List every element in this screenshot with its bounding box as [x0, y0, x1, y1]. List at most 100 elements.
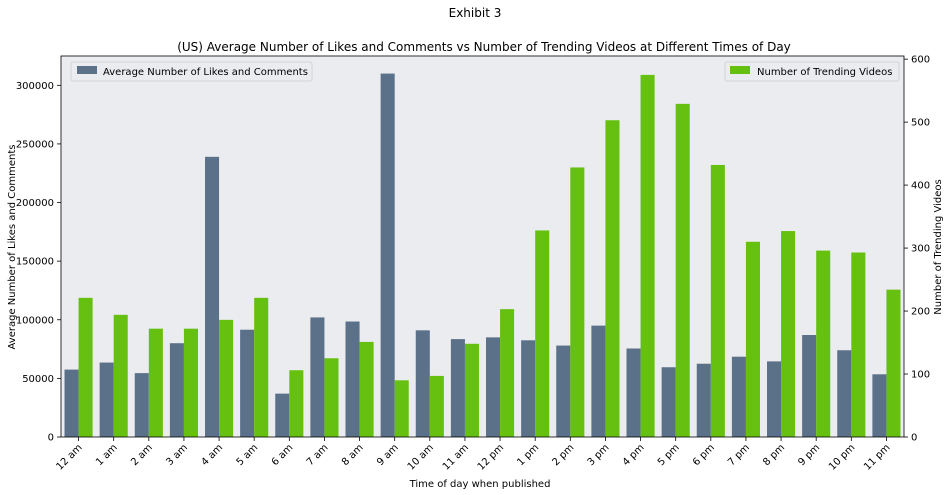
x-tick-label: 12 am: [54, 442, 84, 472]
bar-trending-videos: [851, 252, 866, 437]
x-tick-label: 7 am: [305, 442, 331, 468]
chart-suptitle: Exhibit 3: [449, 6, 502, 20]
x-tick-label: 4 am: [199, 442, 225, 468]
bar-trending-videos: [535, 230, 550, 437]
bar-likes-comments: [626, 348, 641, 437]
bar-trending-videos: [745, 241, 760, 437]
left-y-tick-label: 200000: [16, 198, 54, 209]
x-axis-label: Time of day when published: [409, 479, 551, 490]
right-y-axis-label: Number of Trending Videos: [933, 179, 944, 314]
bar-likes-comments: [661, 367, 676, 437]
bar-trending-videos: [781, 231, 796, 437]
bar-trending-videos: [464, 343, 479, 437]
x-tick-label: 4 pm: [621, 442, 647, 468]
bar-likes-comments: [872, 374, 887, 437]
bar-likes-comments: [837, 350, 852, 437]
bar-likes-comments: [486, 337, 501, 437]
plot-frame: [60, 55, 905, 438]
legend-left: Average Number of Likes and Comments: [70, 61, 313, 82]
x-tick-label: 8 am: [340, 442, 366, 468]
right-y-tick-label: 200: [911, 307, 930, 318]
bar-likes-comments: [99, 362, 114, 437]
bar-likes-comments: [802, 335, 817, 437]
left-y-tick-label: 250000: [16, 139, 54, 150]
left-y-tick-label: 100000: [16, 315, 54, 326]
bar-likes-comments: [591, 325, 606, 437]
right-y-tick-label: 400: [911, 181, 930, 192]
bar-trending-videos: [500, 309, 515, 437]
bar-likes-comments: [134, 373, 149, 437]
bar-trending-videos: [675, 103, 690, 438]
bar-trending-videos: [219, 319, 234, 437]
bar-trending-videos: [148, 328, 163, 437]
bar-trending-videos: [78, 297, 93, 437]
bar-likes-comments: [767, 361, 782, 437]
legend-left-box: [70, 61, 313, 82]
x-tick-label: 9 pm: [796, 442, 822, 468]
x-tick-label: 11 pm: [862, 442, 892, 472]
bar-trending-videos: [113, 314, 128, 437]
bar-likes-comments: [64, 369, 79, 437]
bar-likes-comments: [450, 339, 465, 437]
right-y-tick-label: 500: [911, 118, 930, 129]
bar-trending-videos: [816, 250, 831, 437]
bar-trending-videos: [324, 358, 339, 437]
bar-likes-comments: [380, 73, 395, 437]
left-y-tick-label: 0: [48, 433, 54, 444]
left-y-tick-label: 150000: [16, 257, 54, 268]
bar-trending-videos: [359, 341, 374, 437]
bar-trending-videos: [570, 167, 585, 437]
series-left-bars: [64, 73, 887, 437]
bar-likes-comments: [696, 363, 711, 437]
x-tick-label: 7 pm: [726, 442, 752, 468]
bar-trending-videos: [605, 120, 620, 437]
legend-right: Number of Trending Videos: [724, 61, 900, 82]
legend-left-swatch: [77, 66, 97, 74]
legend-right-swatch: [730, 66, 750, 74]
bar-trending-videos: [254, 297, 269, 437]
series-right-bars: [78, 74, 901, 438]
right-y-tick-label: 0: [911, 433, 917, 444]
x-tick-label: 3 pm: [586, 442, 612, 468]
bar-trending-videos: [640, 74, 655, 437]
legend-right-box: [724, 61, 900, 82]
x-tick-label: 10 am: [406, 442, 436, 472]
right-y-axis-ticks: 0 100 200 300 400 500 600: [904, 55, 930, 444]
bar-likes-comments: [275, 393, 290, 437]
x-tick-label: 5 am: [235, 442, 261, 468]
x-tick-label: 11 am: [441, 442, 471, 472]
bar-likes-comments: [731, 356, 746, 437]
bar-likes-comments: [240, 329, 255, 437]
legend-left-label: Average Number of Likes and Comments: [103, 67, 308, 78]
x-tick-label: 10 pm: [827, 442, 857, 472]
x-tick-label: 3 am: [164, 442, 190, 468]
bar-likes-comments: [169, 343, 184, 437]
left-y-axis-ticks: 0 50000 100000 150000 200000 250000 300000: [16, 81, 61, 444]
bar-trending-videos: [183, 328, 198, 437]
right-y-tick-label: 600: [911, 55, 930, 66]
left-y-tick-label: 300000: [16, 81, 54, 92]
x-tick-label: 2 am: [129, 442, 155, 468]
x-tick-label: 6 am: [270, 442, 296, 468]
x-axis-ticks: 12 am 1 am 2 am 3 am 4 am 5 am 6 am 7 am 8 am 9 a…: [54, 437, 893, 473]
x-tick-label: 1 pm: [515, 442, 541, 468]
bar-likes-comments: [205, 156, 220, 437]
left-y-tick-label: 50000: [22, 374, 54, 385]
x-tick-label: 6 pm: [691, 442, 717, 468]
bar-likes-comments: [556, 345, 571, 437]
x-tick-label: 1 am: [94, 442, 120, 468]
right-y-tick-label: 300: [911, 244, 930, 255]
x-tick-label: 5 pm: [656, 442, 682, 468]
x-tick-label: 9 am: [375, 442, 401, 468]
bar-trending-videos: [429, 375, 444, 437]
x-tick-label: 8 pm: [761, 442, 787, 468]
plot-area: [61, 56, 904, 437]
right-y-tick-label: 100: [911, 370, 930, 381]
bar-trending-videos: [886, 289, 901, 437]
bar-trending-videos: [710, 164, 725, 437]
legend-right-label: Number of Trending Videos: [757, 67, 892, 78]
x-tick-label: 2 pm: [551, 442, 577, 468]
left-y-axis-label: Average Number of Likes and Comments: [7, 145, 18, 350]
x-tick-label: 12 pm: [476, 442, 506, 472]
